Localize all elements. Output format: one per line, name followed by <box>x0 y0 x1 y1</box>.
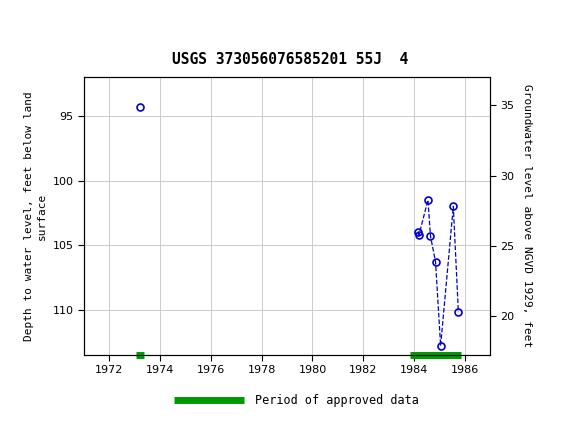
Text: Period of approved data: Period of approved data <box>255 393 419 406</box>
Y-axis label: Groundwater level above NGVD 1929, feet: Groundwater level above NGVD 1929, feet <box>521 84 532 348</box>
Text: USGS 373056076585201 55J  4: USGS 373056076585201 55J 4 <box>172 52 408 67</box>
Y-axis label: Depth to water level, feet below land
surface: Depth to water level, feet below land su… <box>24 91 47 341</box>
Text: ≡USGS: ≡USGS <box>9 10 79 28</box>
